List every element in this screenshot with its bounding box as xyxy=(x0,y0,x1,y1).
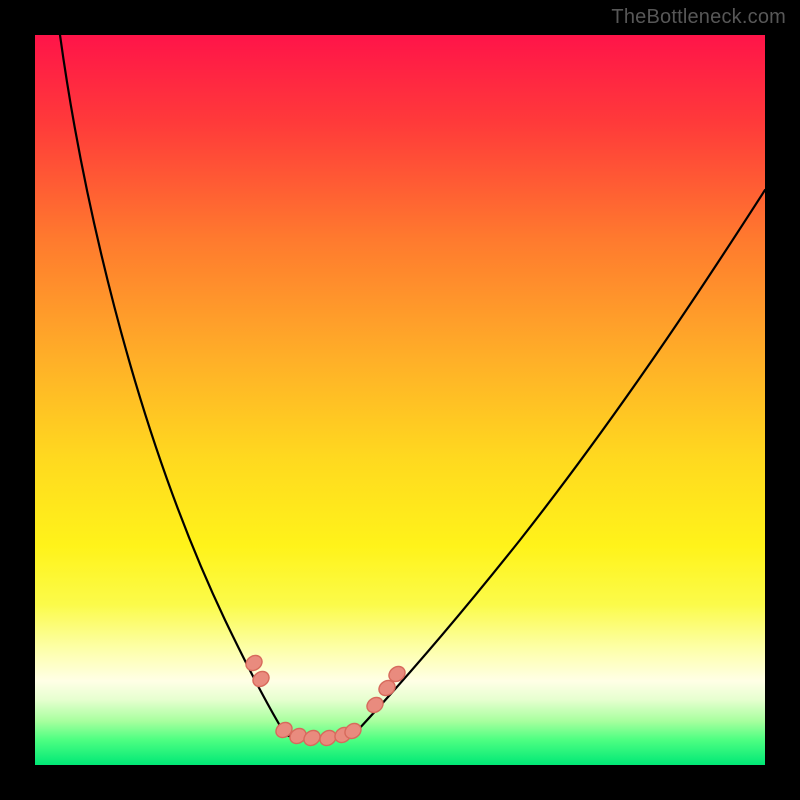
watermark-text: TheBottleneck.com xyxy=(611,6,786,29)
bottleneck-chart xyxy=(0,0,800,800)
gradient-background xyxy=(35,35,765,765)
